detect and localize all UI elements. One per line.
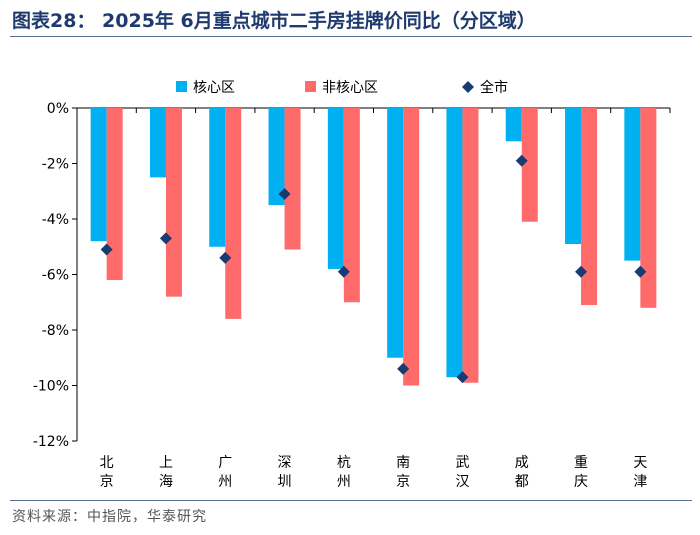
x-tick-label: 庆 [574,474,588,490]
bar-core [327,108,344,269]
legend-swatch-core [176,81,187,92]
x-tick-label: 汉 [455,474,469,490]
bar-noncore [284,108,301,250]
bar-core [209,108,226,247]
x-tick-label: 海 [159,474,173,490]
x-tick-label: 京 [396,474,410,490]
legend-marker-city [462,81,474,93]
x-tick-label: 上 [159,455,173,471]
bar-core [505,108,522,142]
source-note: 资料来源：中指院，华泰研究 [12,509,207,525]
bar-core [149,108,166,178]
title-rule [10,36,692,37]
marker-city [575,265,588,278]
bar-noncore [521,108,538,222]
bar-noncore [225,108,242,319]
bar-core [90,108,107,242]
x-tick-label: 广 [218,455,232,471]
x-tick-label: 深 [278,455,292,471]
bar-core [446,108,463,378]
x-tick-label: 津 [633,474,647,490]
marker-city [278,188,291,201]
legend-label-noncore: 非核心区 [322,80,378,96]
x-tick-label: 州 [218,474,232,490]
x-tick-label: 成 [515,455,529,471]
bar-noncore [403,108,420,386]
marker-city [634,265,647,278]
bar-noncore [165,108,182,297]
bar-core [565,108,582,244]
marker-city [159,232,172,245]
x-tick-label: 重 [574,455,588,471]
x-tick-label: 北 [100,455,114,471]
y-tick-label: -4% [42,212,69,228]
y-tick-label: 0% [47,101,69,117]
marker-city [515,154,528,167]
y-tick-label: -6% [42,268,69,284]
y-tick-label: -8% [42,323,69,339]
marker-city [219,251,232,264]
x-tick-label: 圳 [278,474,292,490]
figure-title: 图表28： 2025年 6月重点城市二手房挂牌价同比（分区域） [12,10,536,32]
x-tick-label: 南 [396,455,410,471]
bar-core [268,108,285,206]
x-tick-label: 州 [337,474,351,490]
x-tick-label: 京 [100,474,114,490]
bar-noncore [640,108,657,308]
legend-label-core: 核心区 [193,80,235,96]
markers [100,154,647,384]
bar-noncore [462,108,479,383]
bar-core [624,108,641,261]
y-tick-label: -10% [33,379,69,395]
source-rule [10,500,692,501]
marker-city [100,243,113,256]
marker-city [456,371,469,384]
bars [90,108,657,386]
legend-label-city: 全市 [480,79,508,96]
bar-noncore [581,108,598,306]
legend: 核心区 非核心区 全市 [176,79,508,96]
x-tick-label: 杭 [337,455,351,471]
x-tick-label: 武 [455,455,469,471]
bar-noncore [106,108,123,281]
marker-city [337,265,350,278]
bar-noncore [343,108,360,303]
x-tick-label: 都 [515,474,529,490]
y-tick-label: -12% [33,434,69,450]
x-tick-label: 天 [633,455,647,471]
bar-core [387,108,404,358]
marker-city [397,362,410,375]
y-tick-label: -2% [42,157,69,173]
legend-swatch-noncore [305,81,316,92]
